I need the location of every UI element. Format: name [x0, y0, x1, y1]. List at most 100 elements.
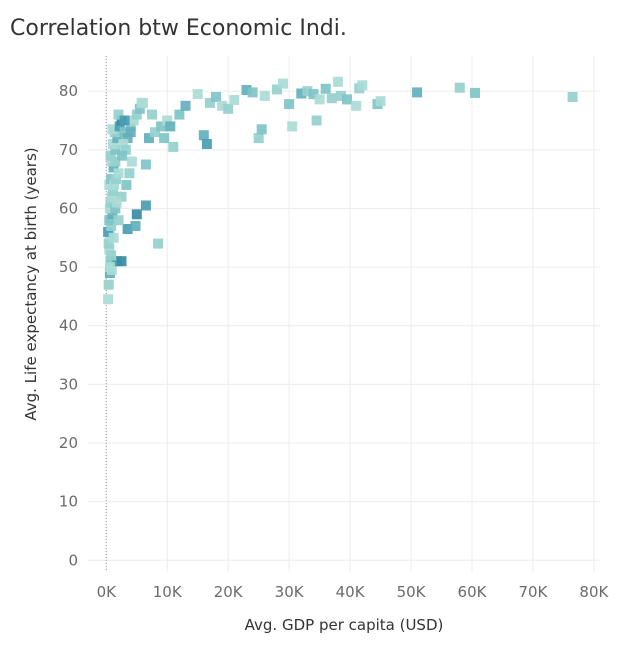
- data-point: [253, 133, 264, 144]
- data-point: [106, 191, 117, 202]
- data-point: [180, 100, 191, 111]
- data-point: [121, 180, 132, 190]
- data-point: [223, 103, 234, 114]
- data-point: [105, 197, 116, 208]
- data-point: [118, 139, 129, 149]
- data-point: [259, 90, 270, 101]
- data-point: [204, 97, 215, 108]
- data-point: [470, 87, 480, 98]
- data-point: [111, 197, 122, 208]
- data-point: [217, 100, 228, 111]
- data-point: [110, 156, 121, 167]
- data-point: [119, 127, 130, 138]
- data-point: [332, 76, 343, 87]
- data-point: [117, 150, 128, 161]
- data-point: [256, 124, 267, 135]
- data-point: [567, 92, 578, 102]
- data-point: [109, 180, 120, 190]
- data-point: [174, 109, 185, 120]
- data-point: [104, 215, 115, 226]
- data-point: [156, 121, 167, 132]
- data-point: [165, 121, 176, 132]
- data-point: [296, 88, 307, 99]
- data-point: [311, 115, 322, 126]
- data-point: [122, 133, 133, 144]
- data-point: [106, 250, 117, 261]
- data-point: [201, 139, 212, 149]
- x-tick-label: 30K: [275, 583, 305, 601]
- data-point: [113, 215, 124, 226]
- data-point: [272, 84, 282, 95]
- data-point: [103, 238, 114, 249]
- data-point: [136, 97, 147, 108]
- data-point: [112, 133, 123, 144]
- data-point: [126, 156, 137, 167]
- x-tick-label: 60K: [458, 583, 488, 601]
- x-tick-label: 80K: [579, 583, 609, 601]
- y-tick-label: 40: [59, 317, 78, 335]
- data-point: [124, 168, 135, 179]
- data-point: [211, 92, 221, 102]
- data-point: [103, 226, 114, 237]
- y-tick-label: 50: [59, 258, 78, 276]
- y-tick-label: 0: [68, 551, 78, 569]
- y-tick-label: 30: [59, 375, 78, 393]
- data-point: [320, 83, 331, 94]
- data-point: [302, 86, 313, 97]
- y-tick-label: 60: [59, 199, 78, 217]
- data-point: [107, 124, 118, 135]
- data-point: [130, 221, 141, 231]
- y-tick-label: 80: [59, 82, 78, 100]
- y-tick-label: 20: [59, 434, 78, 452]
- x-axis-ticks: 0K 10K 20K 30K 40K 50K 60K 70K 80K: [97, 583, 610, 601]
- data-point: [284, 99, 295, 110]
- y-tick-label: 70: [59, 141, 78, 159]
- data-point: [336, 90, 346, 101]
- x-tick-label: 10K: [153, 583, 183, 601]
- y-axis-title: Avg. Life expectancy at birth (years): [22, 147, 40, 420]
- data-point: [147, 109, 157, 120]
- data-point: [106, 221, 117, 231]
- data-point: [122, 224, 133, 234]
- data-point: [120, 144, 131, 155]
- data-point: [108, 232, 119, 243]
- data-point: [308, 89, 319, 100]
- data-point: [104, 244, 115, 255]
- data-point: [144, 133, 154, 144]
- data-point: [454, 82, 465, 93]
- x-tick-label: 0K: [97, 583, 118, 601]
- data-point: [241, 85, 252, 95]
- data-point: [326, 93, 337, 104]
- data-point: [247, 87, 258, 98]
- data-point: [412, 87, 423, 98]
- data-point: [128, 115, 139, 126]
- data-point: [107, 209, 118, 220]
- data-point: [192, 89, 203, 100]
- data-point: [168, 141, 179, 152]
- data-points: [103, 76, 578, 305]
- data-point: [110, 144, 121, 155]
- data-point: [229, 95, 240, 105]
- data-point: [159, 133, 170, 144]
- data-point: [104, 203, 115, 214]
- data-point: [131, 109, 142, 120]
- data-point: [105, 150, 116, 161]
- data-point: [113, 168, 124, 179]
- data-point: [140, 200, 151, 211]
- data-point: [278, 78, 288, 89]
- data-point: [103, 294, 114, 305]
- data-point: [125, 121, 136, 132]
- data-point: [287, 121, 298, 132]
- data-point: [314, 94, 325, 105]
- data-point: [119, 115, 130, 126]
- data-point: [125, 127, 136, 138]
- data-point: [108, 162, 119, 173]
- data-point: [162, 115, 173, 126]
- data-point: [111, 174, 121, 185]
- y-axis-ticks: 0 10 20 30 40 50 60 70 80: [59, 82, 78, 569]
- data-point: [153, 238, 164, 249]
- data-point: [113, 109, 124, 120]
- data-point: [375, 96, 386, 107]
